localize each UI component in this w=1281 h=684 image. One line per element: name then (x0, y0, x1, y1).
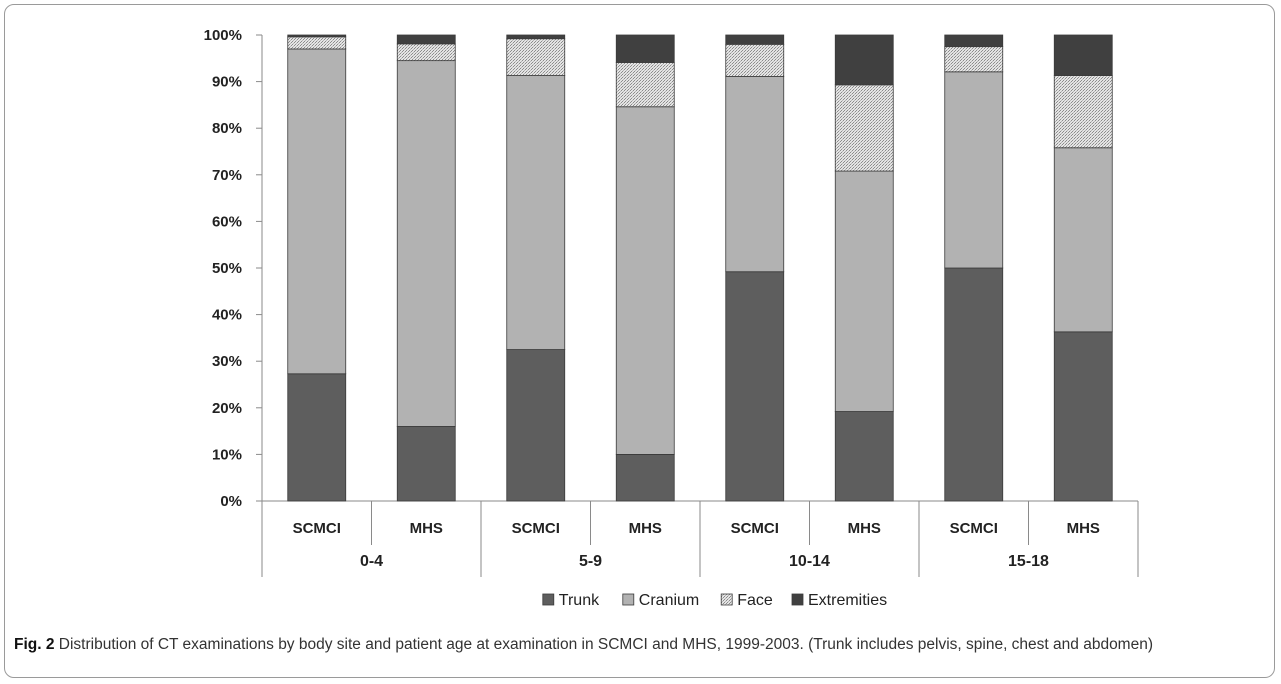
axes (256, 34, 1139, 577)
x-category-label: SCMCI (731, 520, 779, 537)
bar-segment-extremities (615, 34, 675, 63)
bar-segment-trunk (506, 349, 566, 502)
bar-segment-cranium (725, 76, 785, 273)
y-tick-label: 30% (212, 353, 242, 370)
bar-segment-trunk (1053, 331, 1113, 502)
bar-segment-cranium (287, 48, 347, 375)
bar-segment-cranium (1053, 147, 1113, 333)
bar-segment-trunk (834, 411, 894, 502)
x-category-label: SCMCI (293, 520, 341, 537)
axis-labels: 0% 10% 20% 30% 40% 50% 60% 70% 80% 90% 100% SCMCI MH… (204, 27, 1100, 570)
x-category-label: MHS (410, 520, 443, 537)
legend-swatch-face (720, 593, 733, 606)
bar-segment-trunk (396, 426, 456, 502)
legend-label-face: Face (737, 592, 773, 609)
bar-segment-extremities (1053, 34, 1113, 76)
x-group-label: 5-9 (579, 553, 602, 570)
bar-segment-trunk (725, 271, 785, 502)
bar-segment-face (506, 38, 566, 76)
x-group-label: 0-4 (360, 553, 383, 570)
x-group-label: 10-14 (789, 553, 830, 570)
y-tick-label: 20% (212, 400, 242, 417)
x-group-label: 15-18 (1008, 553, 1049, 570)
figure-caption: Fig. 2 Distribution of CT examinations b… (14, 634, 1264, 656)
bar-segment-cranium (944, 71, 1004, 269)
bar-segment-extremities (944, 34, 1004, 48)
bar-segment-cranium (506, 75, 566, 350)
legend-swatch-cranium (622, 593, 635, 606)
y-tick-label: 100% (204, 27, 242, 44)
bar-segment-face (615, 62, 675, 108)
y-tick-label: 90% (212, 74, 242, 91)
x-category-label: SCMCI (950, 520, 998, 537)
figure-number: Fig. 2 (14, 636, 55, 653)
bar-segment-trunk (944, 267, 1004, 502)
bar-segment-extremities (834, 34, 894, 86)
legend: Trunk Cranium Face Extremities (542, 592, 887, 609)
bar-segment-face (287, 36, 347, 50)
legend-label-extremities: Extremities (808, 592, 887, 609)
y-tick-label: 10% (212, 446, 242, 463)
legend-label-cranium: Cranium (639, 592, 699, 609)
bar-segment-face (396, 43, 456, 62)
caption-text: Distribution of CT examinations by body … (58, 636, 1153, 653)
bar-segment-face (944, 46, 1004, 73)
bar-segment-face (1053, 75, 1113, 149)
bar-segment-cranium (396, 60, 456, 427)
y-tick-label: 40% (212, 307, 242, 324)
bar-segment-trunk (287, 373, 347, 502)
x-category-label: MHS (629, 520, 662, 537)
legend-label-trunk: Trunk (559, 592, 600, 609)
stacked-bar-chart: 0% 10% 20% 30% 40% 50% 60% 70% 80% 90% 100% SCMCI MH… (204, 27, 1139, 609)
y-tick-label: 50% (212, 260, 242, 277)
y-tick-label: 60% (212, 213, 242, 230)
y-tick-label: 80% (212, 120, 242, 137)
x-category-label: MHS (848, 520, 881, 537)
bars (287, 34, 1113, 502)
bar-segment-extremities (287, 34, 347, 38)
bar-segment-extremities (506, 34, 566, 40)
y-tick-label: 0% (220, 493, 242, 510)
bar-segment-extremities (396, 34, 456, 45)
bar-segment-trunk (615, 453, 675, 502)
bar-segment-face (725, 43, 785, 77)
bar-segment-cranium (834, 170, 894, 412)
x-category-label: SCMCI (512, 520, 560, 537)
bar-segment-cranium (615, 106, 675, 455)
bar-segment-face (834, 84, 894, 172)
legend-swatch-extremities (791, 593, 804, 606)
legend-swatch-trunk (542, 593, 555, 606)
y-tick-label: 70% (212, 167, 242, 184)
x-category-label: MHS (1067, 520, 1100, 537)
bar-segment-extremities (725, 34, 785, 45)
